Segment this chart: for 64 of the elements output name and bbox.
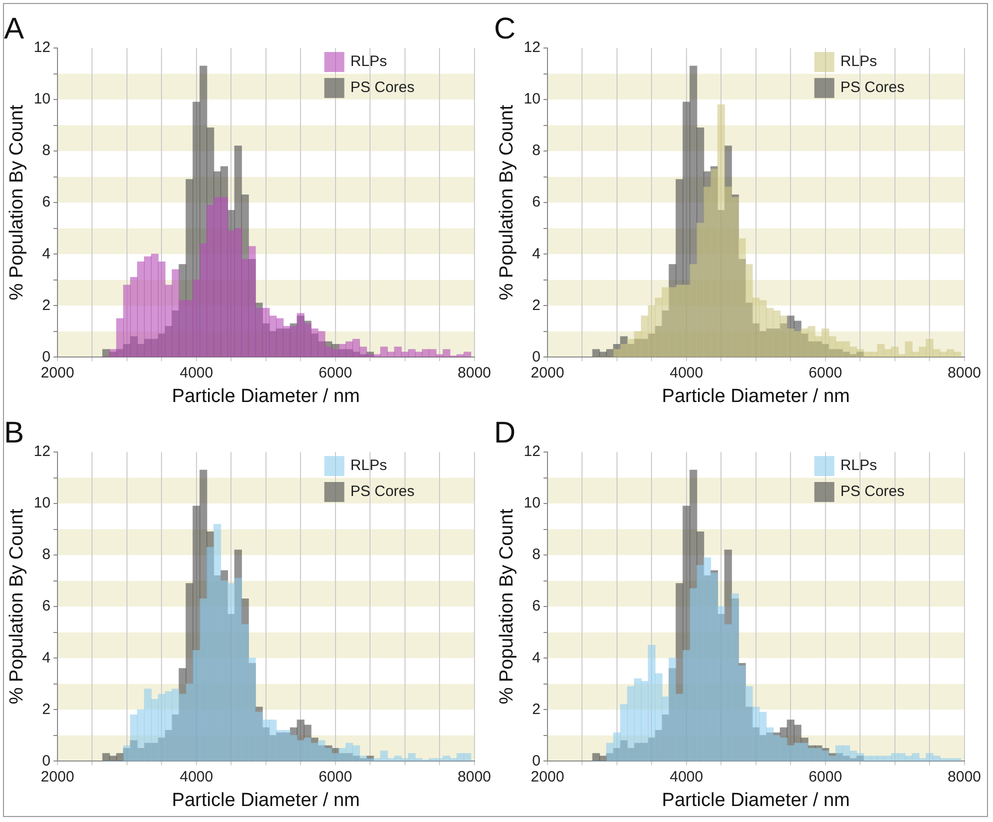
- legend-label: PS Cores: [840, 79, 905, 96]
- legend-label: RLPs: [840, 457, 878, 474]
- x-tick-label: 4000: [670, 364, 704, 382]
- y-tick-label: 4: [42, 649, 50, 666]
- x-axis-title: Particle Diameter / nm: [172, 386, 360, 407]
- x-tick-label: 2000: [40, 768, 74, 786]
- y-tick-label: 2: [42, 296, 50, 314]
- x-axis-title: Particle Diameter / nm: [172, 790, 360, 811]
- y-tick-label: 12: [34, 39, 50, 56]
- y-tick-label: 12: [524, 39, 540, 56]
- x-axis-title: Particle Diameter / nm: [662, 790, 850, 811]
- y-tick-label: 2: [42, 700, 50, 718]
- legend-label: PS Cores: [350, 79, 415, 96]
- legend-label: RLPs: [350, 53, 388, 70]
- y-axis-title: % Population By Count: [496, 104, 518, 300]
- chart-title: C: [494, 12, 516, 46]
- legend-label: RLPs: [350, 457, 388, 474]
- y-tick-label: 12: [524, 443, 540, 460]
- y-tick-label: 4: [532, 245, 540, 262]
- y-tick-label: 6: [532, 598, 540, 615]
- y-tick-label: 0: [532, 348, 540, 366]
- y-tick-label: 6: [532, 194, 540, 211]
- y-tick-label: 10: [524, 90, 540, 108]
- y-tick-label: 8: [532, 142, 540, 160]
- x-tick-label: 4000: [180, 768, 214, 786]
- x-tick-label: 6000: [808, 768, 842, 786]
- legend-label: RLPs: [840, 53, 878, 70]
- y-tick-label: 4: [532, 649, 540, 666]
- x-tick-label: 2000: [530, 364, 564, 382]
- chart-title: D: [494, 416, 516, 450]
- y-tick-label: 0: [532, 752, 540, 770]
- y-tick-label: 10: [34, 90, 50, 108]
- x-tick-label: 4000: [180, 364, 214, 382]
- y-tick-label: 6: [42, 194, 50, 211]
- y-tick-label: 8: [42, 142, 50, 160]
- x-axis-title: Particle Diameter / nm: [662, 386, 850, 407]
- x-tick-label: 4000: [670, 768, 704, 786]
- chart-title: B: [4, 416, 24, 450]
- x-tick-label: 6000: [318, 364, 352, 382]
- y-tick-label: 10: [524, 494, 540, 512]
- y-tick-label: 10: [34, 494, 50, 512]
- x-tick-label: 8000: [948, 768, 982, 786]
- y-tick-label: 0: [42, 752, 50, 770]
- x-tick-label: 8000: [458, 364, 492, 382]
- y-axis-title: % Population By Count: [496, 508, 518, 704]
- legend-label: PS Cores: [350, 483, 415, 500]
- y-tick-label: 6: [42, 598, 50, 615]
- x-tick-label: 2000: [40, 364, 74, 382]
- x-tick-label: 8000: [458, 768, 492, 786]
- y-axis-title: % Population By Count: [6, 104, 28, 300]
- y-tick-label: 2: [532, 296, 540, 314]
- chart-title: A: [4, 12, 24, 46]
- x-tick-label: 6000: [318, 768, 352, 786]
- y-tick-label: 2: [532, 700, 540, 718]
- y-tick-label: 8: [42, 546, 50, 564]
- y-tick-label: 4: [42, 245, 50, 262]
- y-axis-title: % Population By Count: [6, 508, 28, 704]
- y-tick-label: 0: [42, 348, 50, 366]
- legend-label: PS Cores: [840, 483, 905, 500]
- y-tick-label: 8: [532, 546, 540, 564]
- y-tick-label: 12: [34, 443, 50, 460]
- x-tick-label: 2000: [530, 768, 564, 786]
- x-tick-label: 6000: [808, 364, 842, 382]
- x-tick-label: 8000: [948, 364, 982, 382]
